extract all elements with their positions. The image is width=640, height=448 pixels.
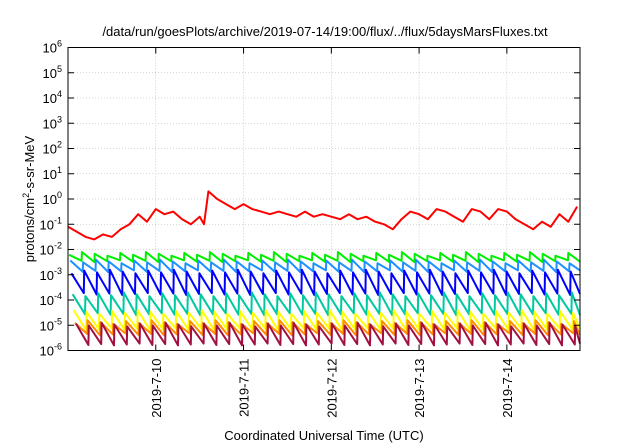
series-line xyxy=(75,321,581,347)
x-tick-label: 2019-7-12 xyxy=(324,359,339,418)
y-axis-label-prefix: protons/cm xyxy=(22,198,37,262)
x-tick-label: 2019-7-11 xyxy=(237,359,252,417)
series-group xyxy=(67,190,581,347)
series-line xyxy=(74,319,581,337)
y-tick-label: 102 xyxy=(43,140,62,157)
y-axis: 10-6 10-5 10-4 10-3 10-2 10-1 100 101 102 103 104 1… xyxy=(40,39,580,359)
y-axis-label-suffix: -s-sr-MeV xyxy=(22,135,37,192)
y-tick-label: 104 xyxy=(43,89,62,106)
series-line xyxy=(71,291,581,317)
series-line xyxy=(69,258,581,274)
series-line xyxy=(67,190,578,241)
chart-title: /data/run/goesPlots/archive/2019-07-14/1… xyxy=(102,24,548,39)
y-axis-label-sup: 2 xyxy=(21,193,31,198)
y-tick-label: 103 xyxy=(43,114,62,131)
series-line xyxy=(69,251,580,262)
x-axis: 2019-7-10 2019-7-11 2019-7-12 2019-7-13 2019… xyxy=(149,47,515,418)
y-tick-label: 101 xyxy=(43,165,62,182)
series-line xyxy=(70,268,581,296)
y-tick-label: 10-6 xyxy=(40,342,62,359)
y-tick-label: 105 xyxy=(43,64,62,81)
x-tick-label: 2019-7-14 xyxy=(500,359,515,418)
y-tick-label: 10-4 xyxy=(40,291,62,308)
x-tick-label: 2019-7-10 xyxy=(149,359,164,418)
series-line xyxy=(72,309,581,332)
grid xyxy=(68,47,580,351)
y-axis-label: protons/cm2-s-sr-MeV xyxy=(21,135,37,262)
y-tick-label: 106 xyxy=(43,39,62,56)
y-tick-label: 10-3 xyxy=(40,266,62,283)
x-tick-label: 2019-7-13 xyxy=(412,359,427,418)
y-tick-label: 10-2 xyxy=(40,241,62,258)
y-tick-label: 10-5 xyxy=(40,316,62,333)
y-tick-label: 100 xyxy=(43,190,62,207)
y-tick-label: 10-1 xyxy=(40,215,62,232)
x-axis-label: Coordinated Universal Time (UTC) xyxy=(224,428,423,443)
